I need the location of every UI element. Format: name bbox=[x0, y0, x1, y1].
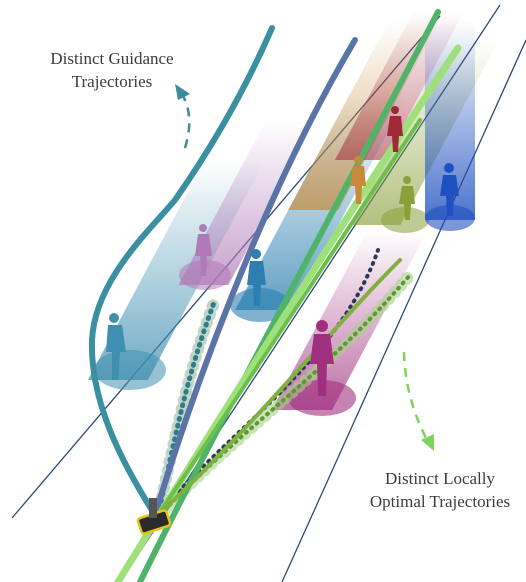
pedestrian-violet bbox=[195, 224, 212, 276]
local-caption-line2: Optimal Trajectories bbox=[369, 492, 511, 511]
guidance-trajectories bbox=[88, 9, 462, 582]
pedestrian-magenta bbox=[310, 320, 334, 396]
pedestrian-teal-left bbox=[106, 313, 126, 380]
guidance-caption: Distinct Guidance Trajectories bbox=[34, 47, 190, 93]
lane-line-right bbox=[281, 39, 526, 582]
column-base-right-blue bbox=[425, 205, 475, 231]
guidance-caption-line1: Distinct Guidance bbox=[50, 49, 174, 68]
column-violet bbox=[178, 120, 317, 285]
local-arrow-shaft bbox=[402, 351, 428, 439]
robot-mast bbox=[149, 498, 157, 518]
guidance-trajectory-teal bbox=[88, 25, 275, 518]
local-caption: Distinct Locally Optimal Trajectories bbox=[352, 467, 526, 513]
pedestrian-red bbox=[387, 106, 403, 152]
pedestrian-figures bbox=[106, 106, 459, 396]
guidance-arrow-shaft bbox=[180, 93, 191, 149]
pedestrian-blue-right bbox=[440, 163, 459, 216]
local-arrow-head bbox=[421, 434, 434, 451]
guidance-trajectory-olive bbox=[156, 258, 402, 517]
column-base-teal bbox=[94, 350, 166, 390]
guidance-trajectory-green-2 bbox=[156, 118, 422, 517]
guidance-arrow bbox=[175, 84, 191, 149]
pedestrian-orange bbox=[350, 156, 366, 204]
local-arrow bbox=[402, 351, 434, 451]
column-magenta bbox=[271, 230, 428, 410]
pedestrian-olive bbox=[399, 176, 415, 220]
guidance-trajectory-green-1 bbox=[137, 9, 441, 582]
guidance-trajectory-steel bbox=[152, 37, 358, 518]
guidance-caption-line2: Trajectories bbox=[71, 72, 153, 91]
pedestrian-blue-center bbox=[247, 249, 266, 306]
guidance-arrow-head bbox=[175, 84, 190, 100]
column-base-magenta bbox=[288, 380, 356, 416]
robot bbox=[136, 498, 172, 535]
local-caption-line1: Distinct Locally bbox=[384, 469, 495, 488]
